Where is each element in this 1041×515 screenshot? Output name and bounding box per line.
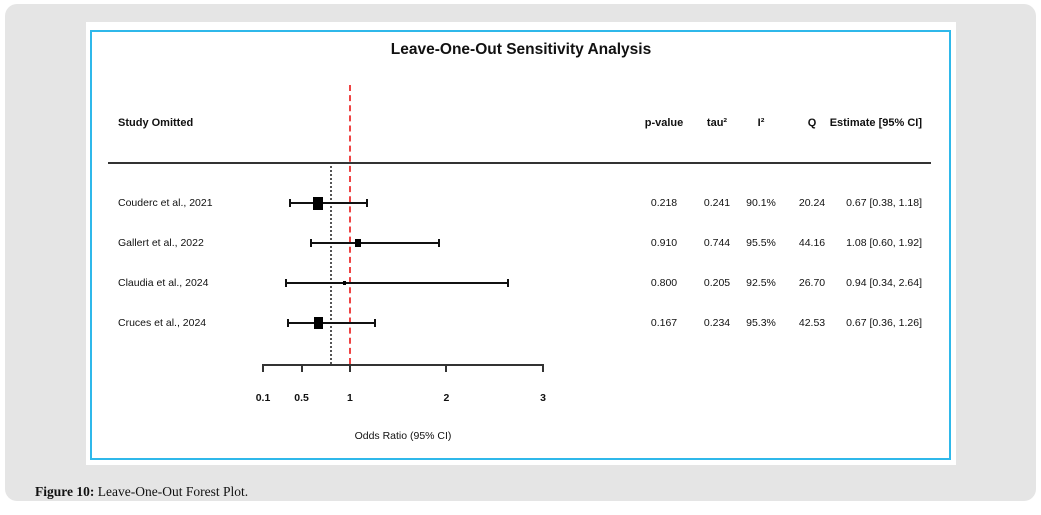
- estimate-square: [313, 196, 324, 210]
- column-header-pvalue: p-value: [644, 117, 684, 129]
- estimate-cell: 0.67 [0.38, 1.18]: [846, 197, 922, 209]
- ci-whisker: [311, 242, 439, 244]
- pvalue-cell: 0.800: [650, 277, 678, 289]
- x-axis-tick-label: 0.1: [255, 392, 271, 404]
- i2-cell: 95.5%: [746, 237, 776, 249]
- study-label: Cruces et al., 2024: [118, 317, 207, 329]
- study-label: Couderc et al., 2021: [118, 197, 213, 209]
- null-effect-reference-line: [348, 85, 351, 364]
- figure-card: Leave-One-Out Sensitivity Analysis Study…: [5, 4, 1036, 501]
- ci-whisker: [290, 202, 368, 204]
- x-axis-tick-label: 3: [540, 392, 546, 404]
- ci-cap-right: [437, 239, 440, 247]
- column-header-q: Q: [807, 117, 817, 129]
- figure-caption: Figure 10: Leave-One-Out Forest Plot.: [35, 484, 248, 500]
- q-cell: 44.16: [798, 237, 826, 249]
- estimate-cell: 0.67 [0.36, 1.26]: [846, 317, 922, 329]
- ci-cap-right: [374, 319, 376, 327]
- x-axis-tick: [542, 364, 544, 372]
- ci-cap-left: [287, 319, 290, 327]
- tau2-cell: 0.234: [703, 317, 731, 329]
- x-axis-tick-label: 1: [346, 392, 353, 404]
- tau2-cell: 0.744: [703, 237, 731, 249]
- x-axis-tick-label: 2: [443, 392, 450, 404]
- column-header-estimate: Estimate [95% CI]: [829, 117, 922, 129]
- q-cell: 42.53: [798, 317, 826, 329]
- ci-whisker: [286, 282, 509, 284]
- figure-caption-text: Leave-One-Out Forest Plot.: [94, 484, 249, 499]
- column-header-study-omitted: Study Omitted: [118, 117, 194, 129]
- x-axis-tick-label: 0.5: [294, 392, 309, 404]
- pooled-estimate-line: [329, 166, 332, 364]
- pvalue-cell: 0.218: [650, 197, 678, 209]
- chart-title: Leave-One-Out Sensitivity Analysis: [390, 41, 652, 58]
- ci-cap-right: [366, 199, 369, 207]
- i2-cell: 95.3%: [746, 317, 776, 329]
- x-axis-tick: [348, 364, 351, 372]
- i2-cell: 90.1%: [746, 197, 776, 209]
- q-cell: 20.24: [798, 197, 826, 209]
- estimate-cell: 0.94 [0.34, 2.64]: [846, 277, 922, 289]
- x-axis-label: Odds Ratio (95% CI): [354, 430, 452, 442]
- column-header-i2: I²: [757, 117, 765, 129]
- ci-cap-right: [507, 279, 510, 287]
- ci-cap-left: [289, 199, 292, 207]
- q-cell: 26.70: [798, 277, 826, 289]
- x-axis-tick: [262, 364, 264, 372]
- column-header-tau2: tau²: [706, 117, 728, 129]
- x-axis-tick: [445, 364, 448, 372]
- study-label: Claudia et al., 2024: [118, 277, 209, 289]
- pvalue-cell: 0.910: [650, 237, 678, 249]
- plot-border: [90, 30, 951, 460]
- tau2-cell: 0.241: [703, 197, 731, 209]
- x-axis-line: [263, 364, 543, 366]
- x-axis-tick: [300, 364, 303, 372]
- ci-cap-left: [310, 239, 313, 247]
- plot-panel: Leave-One-Out Sensitivity Analysis Study…: [86, 22, 956, 465]
- study-label: Gallert et al., 2022: [118, 237, 204, 249]
- tau2-cell: 0.205: [703, 277, 731, 289]
- estimate-square: [342, 281, 346, 285]
- figure-caption-number: Figure 10:: [35, 484, 95, 499]
- i2-cell: 92.5%: [746, 277, 776, 289]
- estimate-square: [354, 239, 361, 247]
- ci-whisker: [288, 322, 375, 324]
- header-separator-line: [108, 162, 931, 164]
- estimate-cell: 1.08 [0.60, 1.92]: [846, 237, 922, 249]
- estimate-square: [313, 317, 323, 329]
- ci-cap-left: [285, 279, 288, 287]
- pvalue-cell: 0.167: [650, 317, 678, 329]
